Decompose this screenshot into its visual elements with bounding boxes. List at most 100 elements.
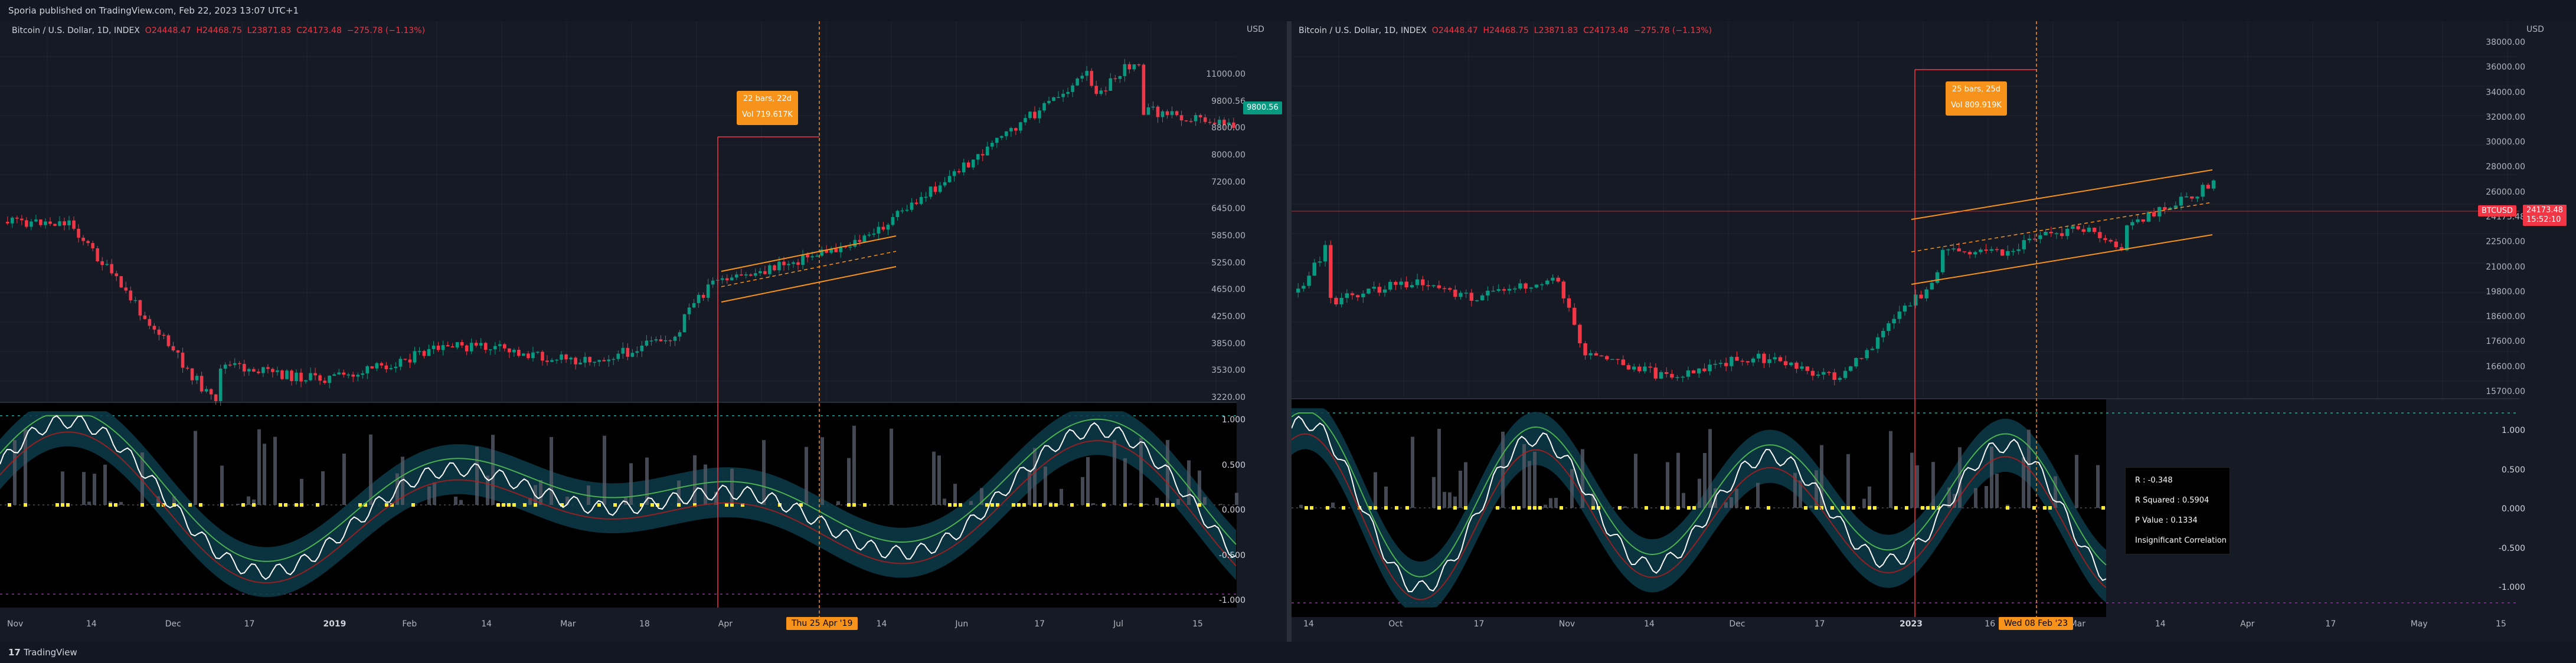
tradingview-logo[interactable]: 17 TradingView xyxy=(8,647,77,658)
signal-dot xyxy=(1815,506,1818,510)
candle-body xyxy=(346,374,350,376)
candle-body xyxy=(1621,359,1626,365)
candle-body xyxy=(247,369,251,372)
candle-body xyxy=(290,370,293,382)
signal-dot xyxy=(390,503,394,507)
candle-body xyxy=(1339,297,1343,305)
volume-bar xyxy=(1176,498,1180,505)
left-price-label: 3220.00 xyxy=(1211,393,1245,402)
candle-body xyxy=(1762,353,1766,363)
volume-bar xyxy=(1331,502,1335,508)
candle-body xyxy=(1399,281,1403,285)
left-price-label: 4250.00 xyxy=(1211,312,1245,321)
signal-dot xyxy=(985,503,989,507)
volume-bar xyxy=(1995,474,1999,508)
candle-body xyxy=(1637,366,1642,372)
right-chart-canvas[interactable] xyxy=(1292,21,2576,642)
candle-body xyxy=(536,352,540,353)
panel-divider[interactable] xyxy=(1287,21,1292,642)
signal-dot xyxy=(1123,503,1127,507)
candle-body xyxy=(739,274,743,276)
signal-dot xyxy=(1171,503,1175,507)
candle-body xyxy=(498,344,502,346)
right-legend-symbol: Bitcoin / U.S. Dollar, 1D, INDEX xyxy=(1299,26,1427,35)
candle-body xyxy=(323,380,326,383)
volume-bar xyxy=(395,473,399,505)
candle-body xyxy=(2000,249,2005,256)
signal-dot xyxy=(300,503,303,507)
candle-body xyxy=(1179,115,1184,121)
candle-body xyxy=(1000,136,1003,138)
candle-body xyxy=(839,246,842,252)
candle-body xyxy=(223,365,227,369)
left-chart-canvas[interactable] xyxy=(0,21,1287,642)
candle-body xyxy=(1028,111,1032,119)
candle-body xyxy=(295,372,298,382)
candle-body xyxy=(792,262,795,264)
volume-bar xyxy=(1910,452,1914,508)
candle-body xyxy=(1151,106,1155,108)
candle-body xyxy=(81,237,85,241)
oscillator-band xyxy=(0,411,1236,598)
volume-bar xyxy=(1815,470,1818,508)
candle-body xyxy=(1404,281,1408,288)
signal-dot xyxy=(1305,506,1308,510)
candle-body xyxy=(25,220,28,227)
candle-body xyxy=(1653,367,1658,379)
signal-dot xyxy=(1618,506,1622,510)
volume-bar xyxy=(156,496,160,505)
candle-body xyxy=(1212,122,1217,124)
candle-body xyxy=(2092,228,2097,232)
candle-body xyxy=(171,346,175,351)
candle-body xyxy=(431,345,436,349)
right-price-label: 28000.00 xyxy=(2486,162,2525,172)
candle-body xyxy=(2038,235,2042,239)
candle-body xyxy=(522,353,525,356)
candle-body xyxy=(900,210,904,212)
candle-body xyxy=(77,228,80,238)
candle-body xyxy=(754,273,757,276)
volume-bar xyxy=(1724,502,1728,508)
candle-body xyxy=(531,352,535,358)
candle-body xyxy=(924,196,928,198)
volume-bar xyxy=(1756,483,1760,508)
signal-dot xyxy=(948,503,952,507)
volume-bar xyxy=(1081,477,1084,505)
candle-body xyxy=(115,273,119,277)
signal-dot xyxy=(1342,506,1345,510)
candle-body xyxy=(626,347,630,357)
candle-body xyxy=(1567,298,1571,308)
signal-dot xyxy=(1358,506,1361,510)
candle-body xyxy=(1773,357,1777,360)
candle-body xyxy=(119,276,123,288)
volume-bar xyxy=(459,500,463,505)
candle-body xyxy=(1165,111,1169,115)
candle-body xyxy=(218,368,223,401)
candle-body xyxy=(720,278,724,280)
volume-bar xyxy=(1139,438,1143,505)
candle-body xyxy=(1610,359,1614,360)
candle-body xyxy=(1307,275,1311,286)
candle-body xyxy=(1208,122,1212,123)
left-chart-panel[interactable]: Bitcoin / U.S. Dollar, 1D, INDEX O24448.… xyxy=(0,21,1287,642)
candle-body xyxy=(129,290,133,301)
volume-bar xyxy=(252,499,256,505)
candle-body xyxy=(654,339,658,341)
oscillator-red-line xyxy=(0,431,1237,584)
candle-body xyxy=(1410,285,1414,288)
right-chart-panel[interactable]: Bitcoin / U.S. Dollar, 1D, INDEX O24448.… xyxy=(1292,21,2576,642)
signal-dot xyxy=(1873,506,1877,510)
candle-body xyxy=(1973,252,1977,255)
volume-bar xyxy=(1235,493,1238,505)
candle-body xyxy=(995,137,999,143)
channel-lower xyxy=(1911,234,2213,285)
volume-bar xyxy=(1544,504,1547,508)
left-time-label: 14 xyxy=(481,619,492,629)
volume-bar xyxy=(1889,431,1892,508)
signal-dot xyxy=(172,503,176,507)
candle-body xyxy=(2125,225,2129,251)
right-symbol-tag: BTCUSD xyxy=(2478,205,2516,216)
volume-bar xyxy=(969,501,973,505)
signal-dot xyxy=(252,503,256,507)
candle-body xyxy=(1142,64,1146,115)
